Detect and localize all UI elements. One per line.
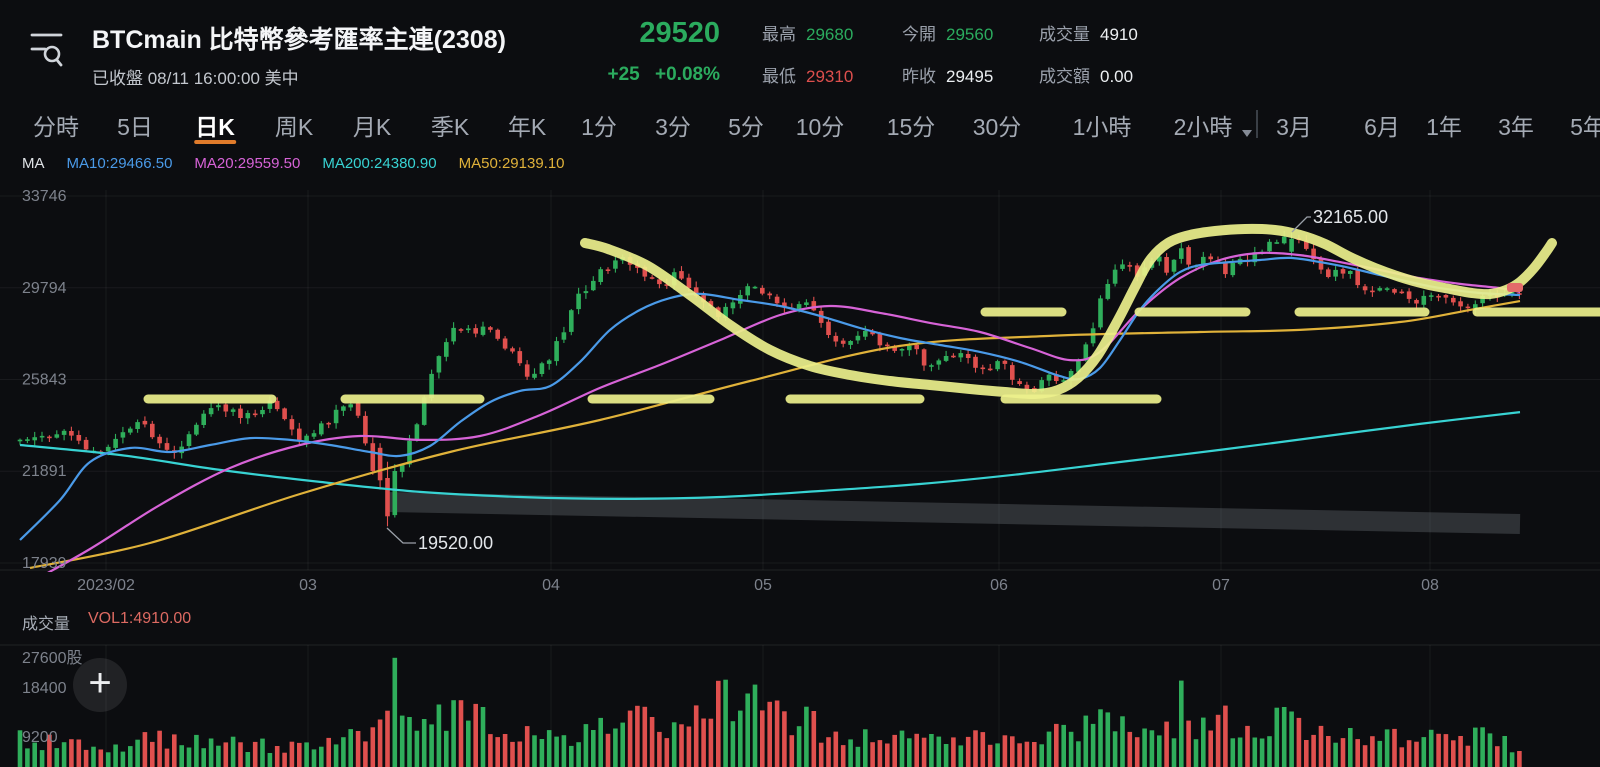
line-MA10 — [19, 256, 1521, 541]
y-axis-label: 17939 — [22, 555, 67, 572]
callout-label-19520.00: 19520.00 — [418, 533, 493, 553]
legend-MA200: MA200:24380.90 — [322, 155, 437, 172]
tab-5分[interactable]: 5分 — [728, 114, 764, 140]
x-axis-label: 05 — [754, 577, 772, 594]
quote-stat-column: 今開 29560 昨收 29495 — [902, 20, 993, 104]
last-price: 29520 — [639, 17, 720, 49]
tab-1分[interactable]: 1分 — [581, 114, 617, 140]
candles — [17, 230, 1522, 527]
screener-icon[interactable] — [30, 28, 64, 68]
tab-2小時[interactable]: 2小時 — [1173, 114, 1233, 140]
stat-value: 29495 — [946, 67, 994, 86]
change-value: +25 — [607, 64, 640, 85]
stat-value: 29680 — [806, 25, 854, 44]
stat-label: 成交額 — [1039, 67, 1090, 86]
stat-label: 最高 — [762, 25, 796, 44]
quote-stat-成交額: 成交額 0.00 — [1039, 62, 1138, 104]
indicator-legend: MA MA10:29466.50 MA20:29559.50 MA200:24380.… — [22, 155, 587, 172]
x-axis-label: 04 — [542, 577, 560, 594]
tab-15分[interactable]: 15分 — [886, 114, 936, 140]
freehand-trend-annotation — [580, 223, 1557, 400]
y-axis-label: 33746 — [22, 188, 67, 205]
tab-分時[interactable]: 分時 — [33, 114, 79, 140]
tab-5日[interactable]: 5日 — [117, 114, 153, 140]
tab-5年[interactable]: 5年 — [1570, 114, 1600, 140]
quote-stat-成交量: 成交量 4910 — [1039, 20, 1138, 62]
legend-MA50: MA50:29139.10 — [458, 155, 565, 172]
volume-pane-title: 成交量 — [22, 616, 71, 633]
callout-line — [1291, 216, 1311, 233]
last-price-marker — [1507, 283, 1523, 292]
legend-MA20: MA20:29559.50 — [194, 155, 301, 172]
quote-stat-最低: 最低 29310 — [762, 62, 853, 104]
quote-stat-今開: 今開 29560 — [902, 20, 993, 62]
crosshair-plus-button[interactable]: + — [73, 658, 127, 712]
tab-30分[interactable]: 30分 — [972, 114, 1022, 140]
tab-1小時[interactable]: 1小時 — [1072, 114, 1132, 140]
timeframe-tabs: 分時 5日 日K 周K 月K 季K 年K 1分 3分 5分 10分 15分 30分 1小時 2小時 3月 6月 1… — [0, 100, 1600, 148]
x-axis-label: 2023/02 — [77, 577, 135, 594]
stat-value: 29310 — [806, 67, 854, 86]
volume-axis-label: 9200 — [22, 729, 58, 746]
stat-label: 成交量 — [1039, 25, 1090, 44]
x-axis-label: 03 — [299, 577, 317, 594]
line-MA50 — [29, 300, 1521, 569]
change-percent: +0.08% — [655, 64, 720, 85]
x-axis-label: 08 — [1421, 577, 1439, 594]
tab-3年[interactable]: 3年 — [1498, 114, 1534, 140]
tabs-divider — [1256, 110, 1258, 138]
chevron-down-icon[interactable] — [1242, 130, 1252, 137]
market-status: 已收盤 08/11 16:00:00 美中 — [92, 69, 299, 88]
tab-年K[interactable]: 年K — [507, 114, 547, 140]
tab-10分[interactable]: 10分 — [795, 114, 845, 140]
price-change: +25 +0.08% — [520, 64, 721, 86]
stat-label: 今開 — [902, 25, 936, 44]
tab-6月[interactable]: 6月 — [1364, 114, 1400, 140]
gray-highlight-band — [387, 492, 1521, 534]
ma-lines — [19, 251, 1521, 572]
volume-axis-label: 18400 — [22, 680, 67, 697]
tab-1年[interactable]: 1年 — [1426, 114, 1462, 140]
callout-line — [386, 527, 416, 544]
tab-3分[interactable]: 3分 — [655, 114, 691, 140]
axis-labels: 33746 29794 25843 21891 17939 2023/02 03 04 05 06… — [22, 188, 1439, 746]
x-axis-label: 06 — [990, 577, 1008, 594]
stat-value: 4910 — [1100, 25, 1138, 44]
tab-3月[interactable]: 3月 — [1276, 114, 1312, 140]
y-axis-label: 29794 — [22, 280, 67, 297]
stat-label: 最低 — [762, 67, 796, 86]
y-axis-label: 21891 — [22, 463, 67, 480]
x-axis-label: 07 — [1212, 577, 1230, 594]
quote-stat-column: 最高 29680 最低 29310 — [762, 20, 853, 104]
y-axis-label: 25843 — [22, 372, 67, 389]
grid — [0, 190, 1600, 767]
tab-周K[interactable]: 周K — [274, 114, 314, 140]
callout-label-32165.00: 32165.00 — [1313, 207, 1388, 227]
stat-value: 0.00 — [1100, 67, 1134, 86]
quote-stat-最高: 最高 29680 — [762, 20, 853, 62]
line-MA200 — [19, 411, 1521, 501]
tab-月K[interactable]: 月K — [352, 114, 392, 140]
stat-value: 29560 — [946, 25, 994, 44]
legend-MA10: MA10:29466.50 — [66, 155, 173, 172]
volume-indicator-value: VOL1:4910.00 — [88, 610, 192, 627]
line-MA20 — [47, 251, 1521, 572]
tab-日K[interactable]: 日K — [195, 108, 235, 142]
volume-bars — [17, 657, 1522, 767]
volume-axis-label: 27600股 — [22, 649, 83, 667]
tab-季K[interactable]: 季K — [430, 114, 470, 140]
stat-label: 昨收 — [902, 67, 936, 86]
indicator-name[interactable]: MA — [22, 155, 45, 172]
instrument-title: BTCmain 比特幣參考匯率主連(2308) — [92, 26, 506, 54]
quote-stat-column: 成交量 4910 成交額 0.00 — [1039, 20, 1138, 104]
drawn-annotations[interactable] — [143, 223, 1600, 404]
quote-stat-昨收: 昨收 29495 — [902, 62, 993, 104]
